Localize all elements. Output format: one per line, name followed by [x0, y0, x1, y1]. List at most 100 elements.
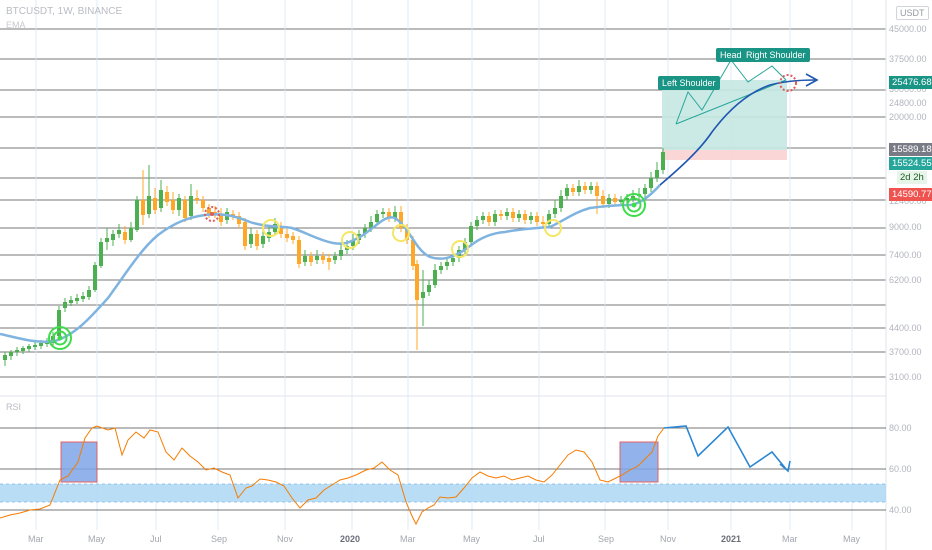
forecast-arrow-icon: [805, 73, 819, 87]
candle-body: [411, 240, 415, 266]
candle-body: [21, 348, 25, 351]
candle-body: [297, 240, 301, 264]
currency-button[interactable]: USDT: [896, 6, 929, 20]
candle-body: [255, 234, 259, 246]
upper-price-badge: 15589.18: [889, 143, 932, 156]
candle-body: [303, 256, 307, 262]
candle-body: [141, 200, 145, 215]
candle-body: [135, 200, 139, 230]
candle-body: [321, 256, 325, 260]
candle-body: [285, 234, 289, 238]
price-axis-label: 24800.00: [889, 98, 927, 108]
rsi-signal-box[interactable]: [60, 441, 98, 483]
time-axis-label: 2020: [340, 534, 361, 544]
candle-body: [415, 264, 419, 300]
price-axis-label: 37500.00: [889, 54, 927, 64]
candle-body: [487, 216, 491, 222]
candle-body: [463, 242, 467, 250]
price-axis-label: 9000.00: [889, 222, 922, 232]
symbol-title[interactable]: BTCUSDT, 1W, BINANCE: [6, 6, 123, 17]
candle-body: [69, 300, 73, 303]
stop-zone[interactable]: [662, 150, 787, 160]
candle-body: [387, 212, 391, 218]
candle-body: [153, 198, 157, 210]
head-label[interactable]: Head: [716, 48, 746, 62]
time-axis-label: Sep: [598, 534, 615, 544]
time-axis-label: Jul: [533, 534, 545, 544]
candle-body: [661, 152, 665, 170]
candle-body: [219, 214, 223, 222]
price-axis-label: 12400.00: [889, 196, 927, 206]
candle-body: [571, 188, 575, 192]
candle-body: [445, 262, 449, 266]
candle-body: [381, 212, 385, 214]
price-axis-label: 6200.00: [889, 275, 922, 285]
neckline[interactable]: [675, 79, 787, 125]
time-axis-label: Nov: [277, 534, 294, 544]
last-price-badge: 15524.55: [889, 157, 932, 170]
candle-body: [439, 266, 443, 270]
right-shoulder-label[interactable]: Right Shoulder: [742, 48, 810, 62]
candle-body: [405, 228, 409, 240]
candle-body: [421, 292, 425, 298]
time-axis-label: Nov: [660, 534, 677, 544]
price-axis-label: 30000.00: [889, 84, 927, 94]
candle-body: [213, 212, 217, 214]
left-shoulder-label[interactable]: Left Shoulder: [658, 76, 720, 90]
target-zone[interactable]: [662, 80, 787, 150]
candle-body: [505, 212, 509, 216]
candle-body: [93, 265, 97, 290]
candle-body: [33, 345, 37, 347]
candle-body: [201, 200, 205, 208]
yellow-ring-icon: [262, 219, 562, 258]
candle-body: [171, 200, 175, 210]
forecast-arrow-icon: [779, 460, 791, 473]
candle-body: [481, 216, 485, 220]
candle-body: [147, 196, 151, 214]
candle-body: [9, 352, 13, 356]
candle-body: [577, 186, 581, 192]
candle-body: [541, 222, 545, 224]
time-axis-label: Mar: [782, 534, 798, 544]
candle-body: [607, 198, 611, 204]
red-target-icon: [204, 206, 220, 222]
candle-body: [279, 226, 283, 234]
candle-body: [195, 198, 199, 200]
candlestick-series: [3, 148, 665, 366]
price-axis-label: 45000.00: [889, 24, 927, 34]
indicator-title[interactable]: EMA: [6, 20, 26, 30]
price-grid: [0, 28, 886, 378]
bar-countdown-badge: 2d 2h: [897, 171, 927, 184]
candle-body: [375, 214, 379, 222]
green-target-icon: [622, 193, 646, 217]
rsi-line: [0, 425, 665, 526]
candle-body: [583, 186, 587, 190]
forecast-price-path[interactable]: [659, 79, 816, 186]
candle-body: [75, 298, 79, 301]
candle-body: [399, 212, 403, 228]
candle-body: [469, 226, 473, 242]
candle-body: [117, 230, 121, 234]
price-axis-label: 3700.00: [889, 347, 922, 357]
candle-body: [165, 192, 169, 202]
candle-body: [517, 214, 521, 218]
price-axis-label: 7400.00: [889, 250, 922, 260]
price-axis-label: 20000.00: [889, 112, 927, 122]
candle-body: [351, 240, 355, 246]
rsi-grid: [0, 427, 886, 511]
candle-body: [159, 190, 163, 208]
candle-body: [619, 200, 623, 202]
time-axis-label: May: [463, 534, 481, 544]
candle-body: [535, 216, 539, 222]
candle-body: [433, 270, 437, 285]
candle-body: [333, 256, 337, 260]
time-grid: [35, 0, 853, 530]
candle-body: [243, 222, 247, 246]
candle-body: [273, 224, 277, 232]
rsi-forecast-path[interactable]: [663, 425, 787, 470]
rsi-axis-label: 40.00: [889, 505, 912, 515]
rsi-signal-box[interactable]: [619, 441, 659, 483]
candle-body: [625, 198, 629, 200]
rsi-title[interactable]: RSI: [6, 402, 22, 412]
